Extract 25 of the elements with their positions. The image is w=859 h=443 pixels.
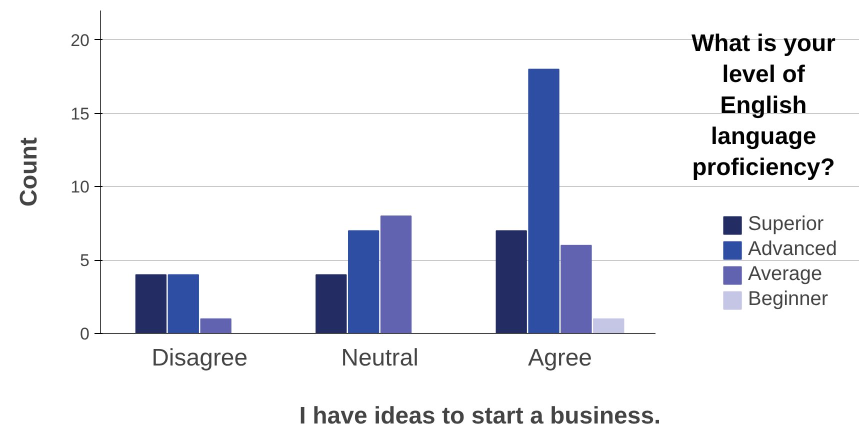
- bar: [380, 216, 412, 334]
- bar: [316, 274, 347, 334]
- bar: [528, 68, 560, 334]
- x-axis-title: I have ideas to start a business.: [299, 402, 661, 430]
- legend-label: Superior: [748, 213, 824, 236]
- y-tick-label: 15: [70, 104, 90, 124]
- legend-label: Average: [748, 263, 822, 286]
- bar: [168, 274, 199, 334]
- y-axis-title: Count: [16, 137, 43, 207]
- bar: [348, 230, 380, 334]
- bar: [593, 318, 624, 334]
- bar: [496, 230, 527, 334]
- y-tick-label: 10: [70, 178, 90, 197]
- bar: [135, 274, 167, 334]
- y-tick-label: 0: [80, 324, 90, 344]
- x-tick-label: Agree: [528, 344, 592, 372]
- legend-label: Beginner: [748, 288, 828, 311]
- x-tick-label: Neutral: [341, 344, 418, 372]
- y-tick-label: 5: [80, 251, 90, 270]
- legend-title: What is your level of English language proficiency?: [691, 30, 836, 181]
- legend-label: Advanced: [748, 238, 837, 261]
- x-tick-label: Disagree: [152, 344, 248, 372]
- bar: [200, 318, 232, 334]
- y-tick-label: 20: [70, 30, 90, 50]
- bar: [560, 244, 592, 334]
